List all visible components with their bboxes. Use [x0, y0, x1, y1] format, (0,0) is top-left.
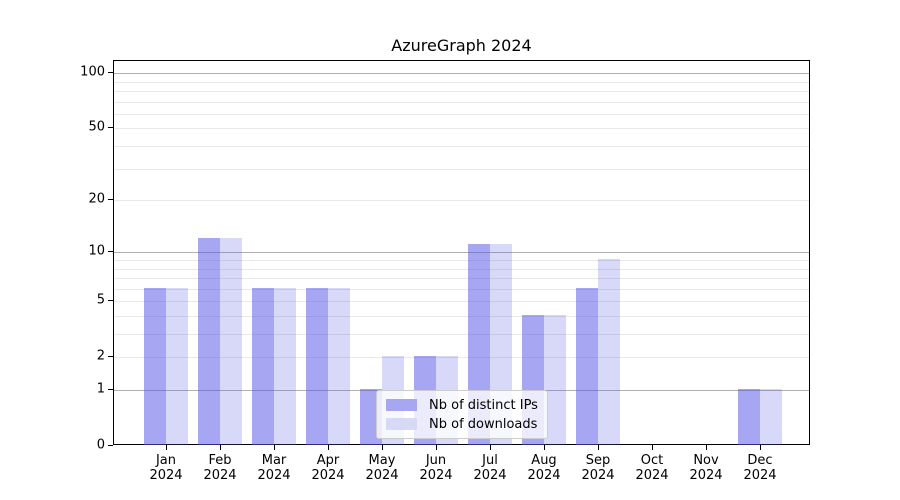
y-tick-label-10: 10 — [88, 243, 105, 259]
y-tick-label-2: 2 — [96, 348, 105, 364]
minor-gridline-7 — [114, 278, 809, 280]
x-tick-label-jul: Jul 2024 — [473, 453, 507, 483]
y-tick-label-50: 50 — [88, 119, 105, 135]
minor-gridline-50 — [114, 128, 809, 130]
x-tick-label-apr: Apr 2024 — [311, 453, 345, 483]
x-tick-label-mar: Mar 2024 — [257, 453, 291, 483]
minor-gridline-40 — [114, 146, 809, 148]
x-tick-label-may: May 2024 — [365, 453, 399, 483]
y-tick-mark-100 — [108, 72, 113, 74]
legend: Nb of distinct IPs Nb of downloads — [376, 390, 548, 439]
x-tick-mark-jul — [490, 445, 491, 450]
minor-gridline-5 — [114, 301, 809, 303]
bar-downloads-apr — [328, 287, 350, 445]
minor-gridline-8 — [114, 268, 809, 270]
y-tick-label-0: 0 — [96, 437, 105, 453]
major-gridline-100 — [114, 73, 809, 75]
y-tick-mark-0 — [108, 445, 113, 446]
y-tick-label-100: 100 — [80, 64, 105, 80]
x-tick-label-sep: Sep 2024 — [581, 453, 615, 483]
y-tick-mark-10 — [108, 251, 113, 253]
x-tick-label-feb: Feb 2024 — [203, 453, 237, 483]
x-tick-mark-nov — [706, 445, 707, 450]
chart-title: AzureGraph 2024 — [391, 36, 532, 55]
bar-downloads-mar — [274, 287, 296, 445]
x-tick-mark-apr — [328, 445, 329, 450]
bar-downloads-aug — [544, 314, 566, 445]
x-tick-mark-feb — [220, 445, 221, 450]
bar-distinct-ips-dec — [738, 389, 760, 445]
major-gridline-10 — [114, 252, 809, 254]
y-tick-mark-50 — [108, 127, 113, 129]
y-tick-mark-5 — [108, 300, 113, 302]
minor-gridline-6 — [114, 288, 809, 290]
x-tick-mark-mar — [274, 445, 275, 450]
minor-gridline-70 — [114, 101, 809, 103]
y-tick-label-20: 20 — [88, 191, 105, 207]
minor-gridline-2 — [114, 357, 809, 359]
bar-downloads-jan — [166, 287, 188, 445]
minor-gridline-60 — [114, 113, 809, 115]
minor-gridline-80 — [114, 91, 809, 93]
x-tick-label-nov: Nov 2024 — [689, 453, 723, 483]
bar-downloads-sep — [598, 259, 620, 445]
bar-distinct-ips-sep — [576, 287, 598, 445]
legend-row-distinct-ips: Nb of distinct IPs — [386, 396, 538, 414]
x-tick-mark-oct — [652, 445, 653, 450]
bar-downloads-feb — [220, 237, 242, 445]
minor-gridline-9 — [114, 260, 809, 261]
legend-label-downloads: Nb of downloads — [429, 416, 538, 432]
y-tick-label-1: 1 — [96, 381, 105, 397]
y-tick-mark-2 — [108, 356, 113, 358]
minor-gridline-4 — [114, 315, 809, 317]
x-tick-mark-sep — [598, 445, 599, 450]
x-tick-mark-dec — [760, 445, 761, 450]
bar-distinct-ips-feb — [198, 237, 220, 445]
x-tick-label-dec: Dec 2024 — [743, 453, 777, 483]
minor-gridline-3 — [114, 334, 809, 336]
bar-distinct-ips-jan — [144, 287, 166, 445]
x-tick-mark-aug — [544, 445, 545, 450]
bar-distinct-ips-apr — [306, 287, 328, 445]
legend-label-distinct-ips: Nb of distinct IPs — [429, 397, 538, 413]
legend-swatch-downloads — [386, 418, 417, 430]
x-tick-mark-jun — [436, 445, 437, 450]
minor-gridline-90 — [114, 81, 809, 83]
plot-area — [113, 60, 810, 445]
minor-gridline-30 — [114, 168, 809, 170]
y-tick-mark-1 — [108, 389, 113, 390]
bar-downloads-dec — [760, 389, 782, 445]
x-tick-mark-may — [382, 445, 383, 450]
y-tick-mark-20 — [108, 199, 113, 201]
x-tick-label-aug: Aug 2024 — [527, 453, 561, 483]
y-tick-label-5: 5 — [96, 292, 105, 308]
legend-swatch-distinct-ips — [386, 399, 417, 411]
x-tick-label-jan: Jan 2024 — [149, 453, 183, 483]
x-tick-mark-jan — [166, 445, 167, 450]
x-tick-label-jun: Jun 2024 — [419, 453, 453, 483]
minor-gridline-20 — [114, 200, 809, 202]
legend-row-downloads: Nb of downloads — [386, 415, 538, 433]
bar-distinct-ips-mar — [252, 287, 274, 445]
x-tick-label-oct: Oct 2024 — [635, 453, 669, 483]
